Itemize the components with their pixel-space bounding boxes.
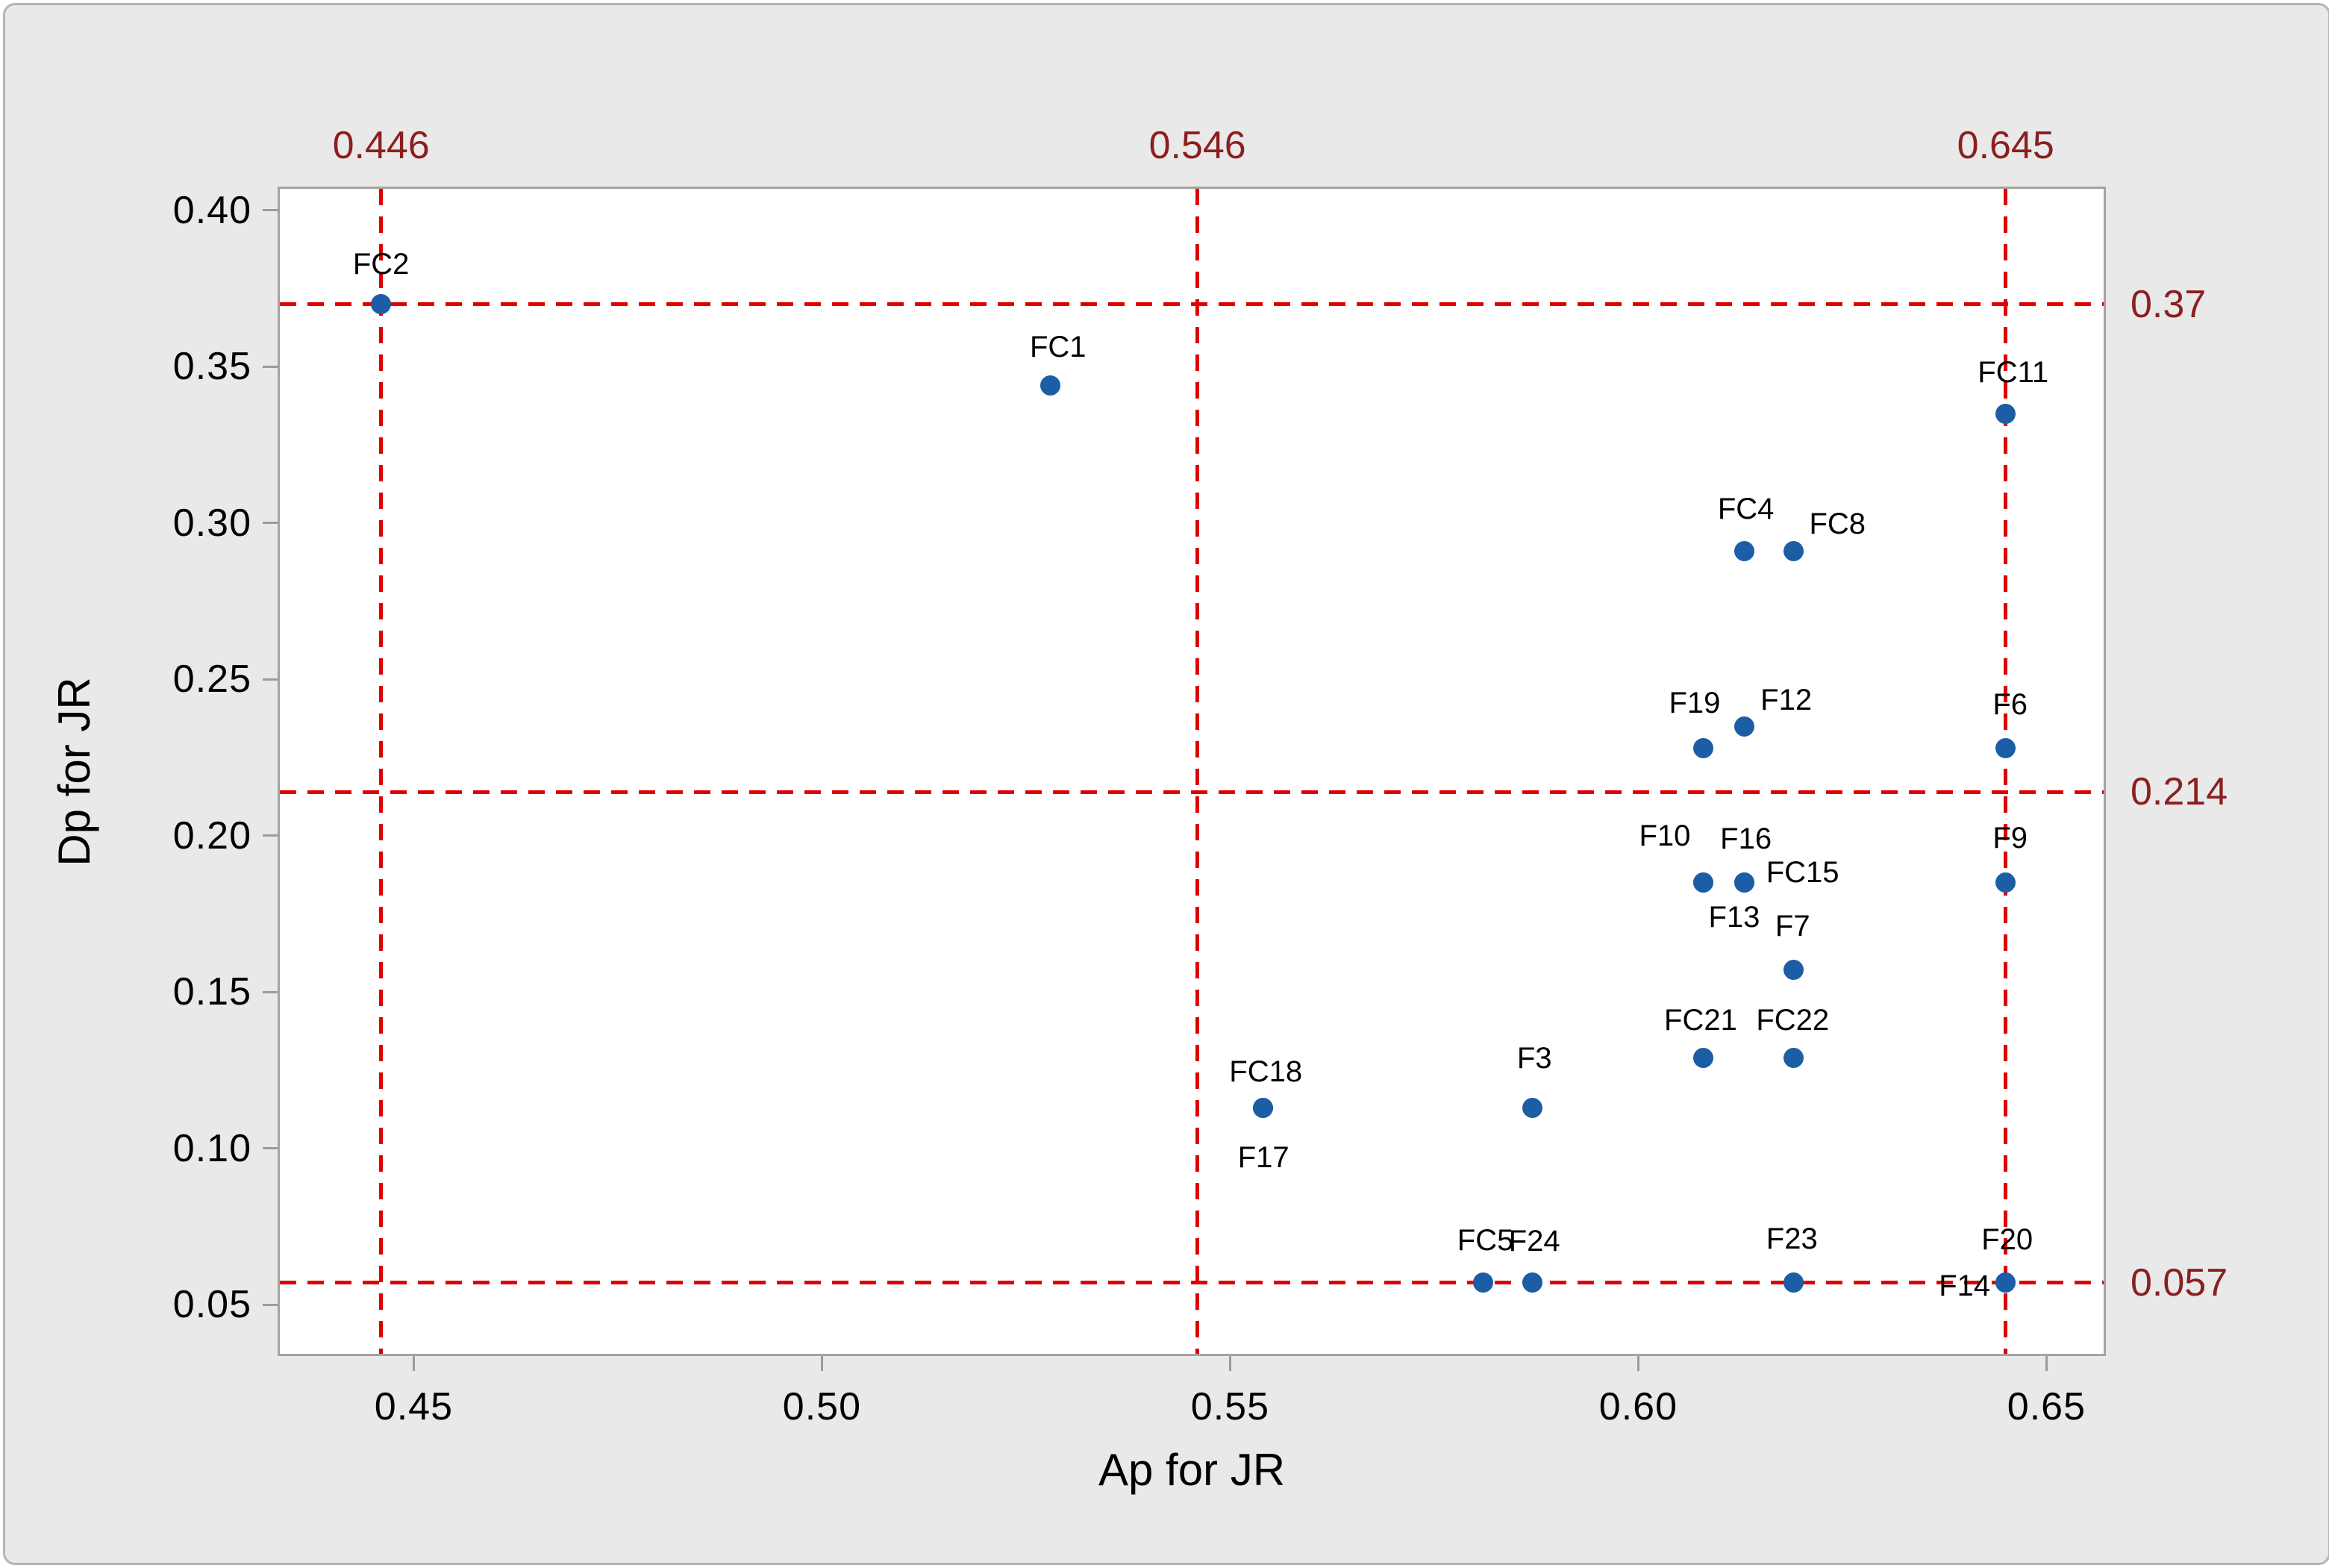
data-point-label-F10: F10 bbox=[1639, 819, 1691, 852]
data-point-FC1 bbox=[1040, 375, 1061, 396]
data-point-F9 bbox=[1995, 872, 2016, 893]
y-tick-mark bbox=[263, 678, 278, 681]
data-point-F17 bbox=[1252, 1097, 1273, 1118]
x-reference-line bbox=[379, 189, 384, 1354]
data-point-FC5 bbox=[1473, 1272, 1494, 1293]
y-tick-label: 0.25 bbox=[172, 658, 251, 702]
y-tick-label: 0.10 bbox=[172, 1126, 251, 1170]
data-point-label-FC4: FC4 bbox=[1717, 492, 1775, 525]
data-point-F3 bbox=[1522, 1097, 1542, 1118]
y-tick-label: 0.05 bbox=[172, 1283, 251, 1327]
x-axis-title: Ap for JR bbox=[1098, 1445, 1286, 1495]
x-tick-label: 0.55 bbox=[1190, 1385, 1270, 1428]
y-reference-label: 0.214 bbox=[2131, 770, 2228, 814]
data-point-label-F9: F9 bbox=[1992, 821, 2028, 855]
data-point-label-F13: F13 bbox=[1708, 900, 1760, 934]
x-tick-mark bbox=[820, 1356, 823, 1371]
data-point-FC15 bbox=[1734, 872, 1755, 893]
data-point-label-F3: F3 bbox=[1516, 1042, 1552, 1075]
y-reference-line bbox=[280, 302, 2104, 307]
data-point-F24 bbox=[1522, 1272, 1542, 1293]
data-point-label-F17: F17 bbox=[1237, 1141, 1289, 1175]
data-point-F7 bbox=[1783, 960, 1804, 981]
data-point-label-FC2: FC2 bbox=[352, 247, 410, 281]
data-point-F23 bbox=[1783, 1272, 1804, 1293]
data-point-F19 bbox=[1693, 737, 1714, 758]
data-point-label-F23: F23 bbox=[1766, 1222, 1818, 1255]
x-tick-label: 0.65 bbox=[2007, 1385, 2086, 1428]
data-point-label-FC5: FC5 bbox=[1457, 1223, 1514, 1257]
data-point-FC2 bbox=[371, 294, 392, 315]
y-tick-mark bbox=[263, 522, 278, 525]
data-point-FC4 bbox=[1734, 541, 1755, 562]
y-tick-mark bbox=[263, 1147, 278, 1150]
y-tick-mark bbox=[263, 1303, 278, 1306]
data-point-label-FC21: FC21 bbox=[1664, 1004, 1737, 1037]
plot-area bbox=[278, 187, 2106, 1356]
x-tick-mark bbox=[2045, 1356, 2048, 1371]
data-point-F14 bbox=[1995, 1272, 2016, 1293]
data-point-label-F14: F14 bbox=[1939, 1269, 1991, 1302]
y-tick-mark bbox=[263, 834, 278, 837]
y-axis-title: Dp for JR bbox=[49, 676, 99, 866]
data-point-label-FC15: FC15 bbox=[1766, 855, 1839, 889]
x-reference-label: 0.546 bbox=[1148, 124, 1246, 167]
y-reference-line bbox=[280, 790, 2104, 794]
y-tick-label: 0.20 bbox=[172, 813, 251, 858]
x-reference-line bbox=[2004, 189, 2008, 1354]
x-reference-label: 0.645 bbox=[1957, 124, 2054, 167]
data-point-label-F7: F7 bbox=[1775, 909, 1810, 943]
x-tick-label: 0.50 bbox=[782, 1385, 862, 1428]
y-tick-label: 0.30 bbox=[172, 501, 251, 545]
data-point-label-FC22: FC22 bbox=[1756, 1004, 1830, 1037]
y-tick-mark bbox=[263, 365, 278, 368]
data-point-F6 bbox=[1995, 737, 2016, 758]
data-point-label-F6: F6 bbox=[1992, 688, 2028, 722]
scatter-plot-figure: 0.446 0.546 0.645 0.37 0.214 0.057 0.45 0.50 0.5… bbox=[3, 3, 2329, 1565]
data-point-label-F19: F19 bbox=[1669, 687, 1721, 720]
x-tick-label: 0.60 bbox=[1598, 1385, 1678, 1428]
data-point-FC8 bbox=[1783, 541, 1804, 562]
data-point-FC11 bbox=[1995, 403, 2016, 424]
data-point-label-FC11: FC11 bbox=[1978, 356, 2049, 390]
data-point-label-FC8: FC8 bbox=[1809, 507, 1866, 540]
data-point-FC22 bbox=[1783, 1047, 1804, 1068]
y-tick-mark bbox=[263, 209, 278, 212]
x-tick-label: 0.45 bbox=[374, 1385, 454, 1428]
y-tick-label: 0.40 bbox=[172, 188, 251, 232]
x-tick-mark bbox=[1636, 1356, 1639, 1371]
x-reference-line bbox=[1195, 189, 1200, 1354]
y-reference-label: 0.37 bbox=[2131, 282, 2207, 326]
y-reference-label: 0.057 bbox=[2131, 1261, 2228, 1305]
y-tick-label: 0.15 bbox=[172, 970, 251, 1014]
data-point-FC21 bbox=[1693, 1047, 1714, 1068]
x-reference-label: 0.446 bbox=[332, 124, 430, 167]
data-point-label-F16: F16 bbox=[1720, 822, 1772, 855]
data-point-label-F24: F24 bbox=[1508, 1224, 1560, 1258]
data-point-F12 bbox=[1734, 716, 1755, 737]
x-tick-mark bbox=[412, 1356, 415, 1371]
data-point-F13 bbox=[1693, 872, 1714, 893]
y-reference-line bbox=[280, 1281, 2104, 1285]
data-point-label-F20: F20 bbox=[1981, 1222, 2033, 1256]
x-tick-mark bbox=[1228, 1356, 1231, 1371]
y-tick-label: 0.35 bbox=[172, 345, 251, 389]
data-point-label-F12: F12 bbox=[1760, 684, 1813, 717]
data-point-label-FC18: FC18 bbox=[1229, 1055, 1303, 1089]
y-tick-mark bbox=[263, 990, 278, 993]
data-point-label-FC1: FC1 bbox=[1029, 330, 1087, 363]
